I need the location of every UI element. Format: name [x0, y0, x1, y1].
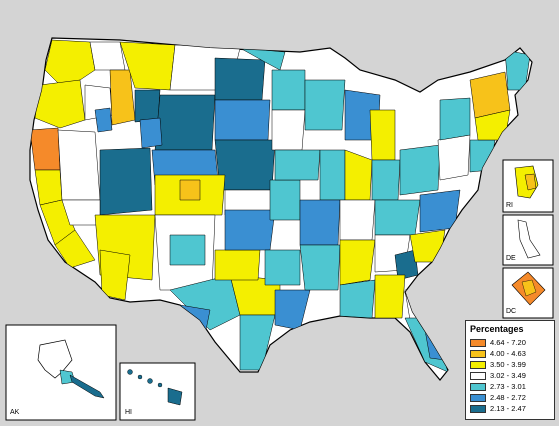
region-shape: [224, 209, 276, 251]
legend-row: 3.02 - 3.49: [470, 370, 550, 381]
region-shape: [271, 109, 306, 151]
region-shape: [369, 109, 396, 161]
region-shape: [419, 189, 461, 233]
region-shape: [269, 179, 301, 221]
region-shape: [57, 129, 101, 201]
region-shape: [409, 229, 446, 263]
region-shape: [264, 249, 301, 286]
region-shape: [399, 144, 441, 196]
region-shape: [30, 127, 61, 171]
legend-swatch: [470, 393, 486, 402]
region-shape: [94, 107, 113, 133]
legend-label: 2.73 - 3.01: [490, 382, 526, 391]
region-shape: [339, 239, 376, 286]
region-shape: [274, 149, 321, 181]
legend-row: 2.13 - 2.47: [470, 403, 550, 414]
region-shape: [469, 71, 511, 119]
inset-label-ak: AK: [10, 409, 20, 416]
inset-label-de: DE: [506, 255, 516, 262]
legend-label: 4.00 - 4.63: [490, 349, 526, 358]
legend: Percentages 4.64 - 7.20 4.00 - 4.63 3.50 -…: [465, 320, 555, 420]
inset-label-hi: HI: [125, 409, 132, 416]
legend-label: 3.50 - 3.99: [490, 360, 526, 369]
region-shape: [139, 117, 163, 149]
legend-swatch: [470, 349, 486, 358]
region-shape: [374, 274, 406, 319]
rhode-island-inset: RI: [502, 159, 554, 213]
inset-label-ri: RI: [506, 202, 513, 209]
region-shape: [54, 229, 96, 269]
legend-row: 2.48 - 2.72: [470, 392, 550, 403]
region-shape: [339, 199, 376, 241]
region-shape: [169, 234, 206, 266]
region-shape: [299, 244, 341, 291]
region-shape: [339, 279, 376, 319]
legend-row: 4.00 - 4.63: [470, 348, 550, 359]
region-shape: [439, 97, 471, 141]
delaware-inset: DE: [502, 214, 554, 266]
region-shape: [214, 57, 266, 101]
legend-label: 3.02 - 3.49: [490, 371, 526, 380]
region-shape: [214, 249, 261, 281]
legend-row: 3.50 - 3.99: [470, 359, 550, 370]
region-shape: [179, 304, 211, 336]
region-shape: [319, 149, 346, 201]
legend-label: 2.48 - 2.72: [490, 393, 526, 402]
legend-swatch: [470, 382, 486, 391]
legend-swatch: [470, 338, 486, 347]
legend-label: 4.64 - 7.20: [490, 338, 526, 347]
region-shape: [437, 134, 471, 181]
region-shape: [304, 79, 346, 131]
region-shape: [154, 94, 216, 151]
region-shape: [394, 249, 419, 281]
alaska-inset: AK: [5, 324, 117, 421]
legend-swatch: [470, 360, 486, 369]
legend-row: 2.73 - 3.01: [470, 381, 550, 392]
region-shape: [371, 159, 401, 201]
region-shape: [271, 69, 306, 111]
region-shape: [504, 49, 531, 91]
region-shape: [34, 169, 63, 206]
legend-row: 4.64 - 7.20: [470, 337, 550, 348]
region-shape: [89, 41, 126, 71]
region-shape: [299, 199, 341, 246]
hrr-regions: [30, 39, 531, 373]
region-shape: [99, 147, 153, 216]
region-shape: [214, 99, 271, 141]
dc-inset: DC: [502, 267, 554, 319]
legend-title: Percentages: [470, 324, 524, 334]
region-shape: [134, 89, 161, 123]
legend-label: 2.13 - 2.47: [490, 404, 526, 413]
inset-label-dc: DC: [506, 308, 516, 315]
hawaii-inset: HI: [119, 362, 196, 421]
region-shape: [34, 79, 86, 129]
legend-swatch: [470, 371, 486, 380]
region-shape: [99, 249, 131, 301]
legend-swatch: [470, 404, 486, 413]
region-shape: [374, 199, 421, 236]
region-shape: [179, 179, 201, 201]
